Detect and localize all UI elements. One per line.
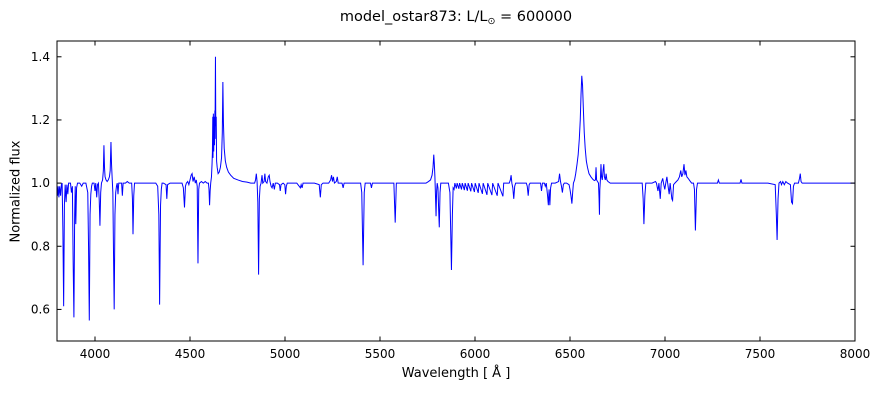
x-tick-label: 4000 [80, 347, 111, 361]
y-tick-label: 0.6 [31, 302, 50, 316]
x-tick-label: 6500 [555, 347, 586, 361]
y-tick-label: 1.4 [31, 50, 50, 64]
x-tick-label: 7000 [650, 347, 681, 361]
x-tick-label: 8000 [840, 347, 871, 361]
x-tick-label: 5000 [270, 347, 301, 361]
spectrum-line [56, 56, 855, 321]
x-tick-label: 6000 [460, 347, 491, 361]
y-tick-label: 1.0 [31, 176, 50, 190]
y-tick-label: 1.2 [31, 113, 50, 127]
x-tick-label: 7500 [745, 347, 776, 361]
chart-title-text: model_ostar873: L/L [339, 9, 488, 25]
x-axis-label: Wavelength [ Å ] [401, 366, 511, 381]
x-tick-label: 5500 [365, 347, 396, 361]
x-tick-label: 4500 [175, 347, 206, 361]
axes-frame [56, 40, 856, 342]
chart-title: model_ostar873: L/L⊙ = 600000 [57, 9, 855, 31]
solar-symbol-subscript: ⊙ [487, 16, 496, 27]
y-tick-label: 0.8 [31, 239, 50, 253]
chart-title-value: = 600000 [495, 9, 573, 25]
